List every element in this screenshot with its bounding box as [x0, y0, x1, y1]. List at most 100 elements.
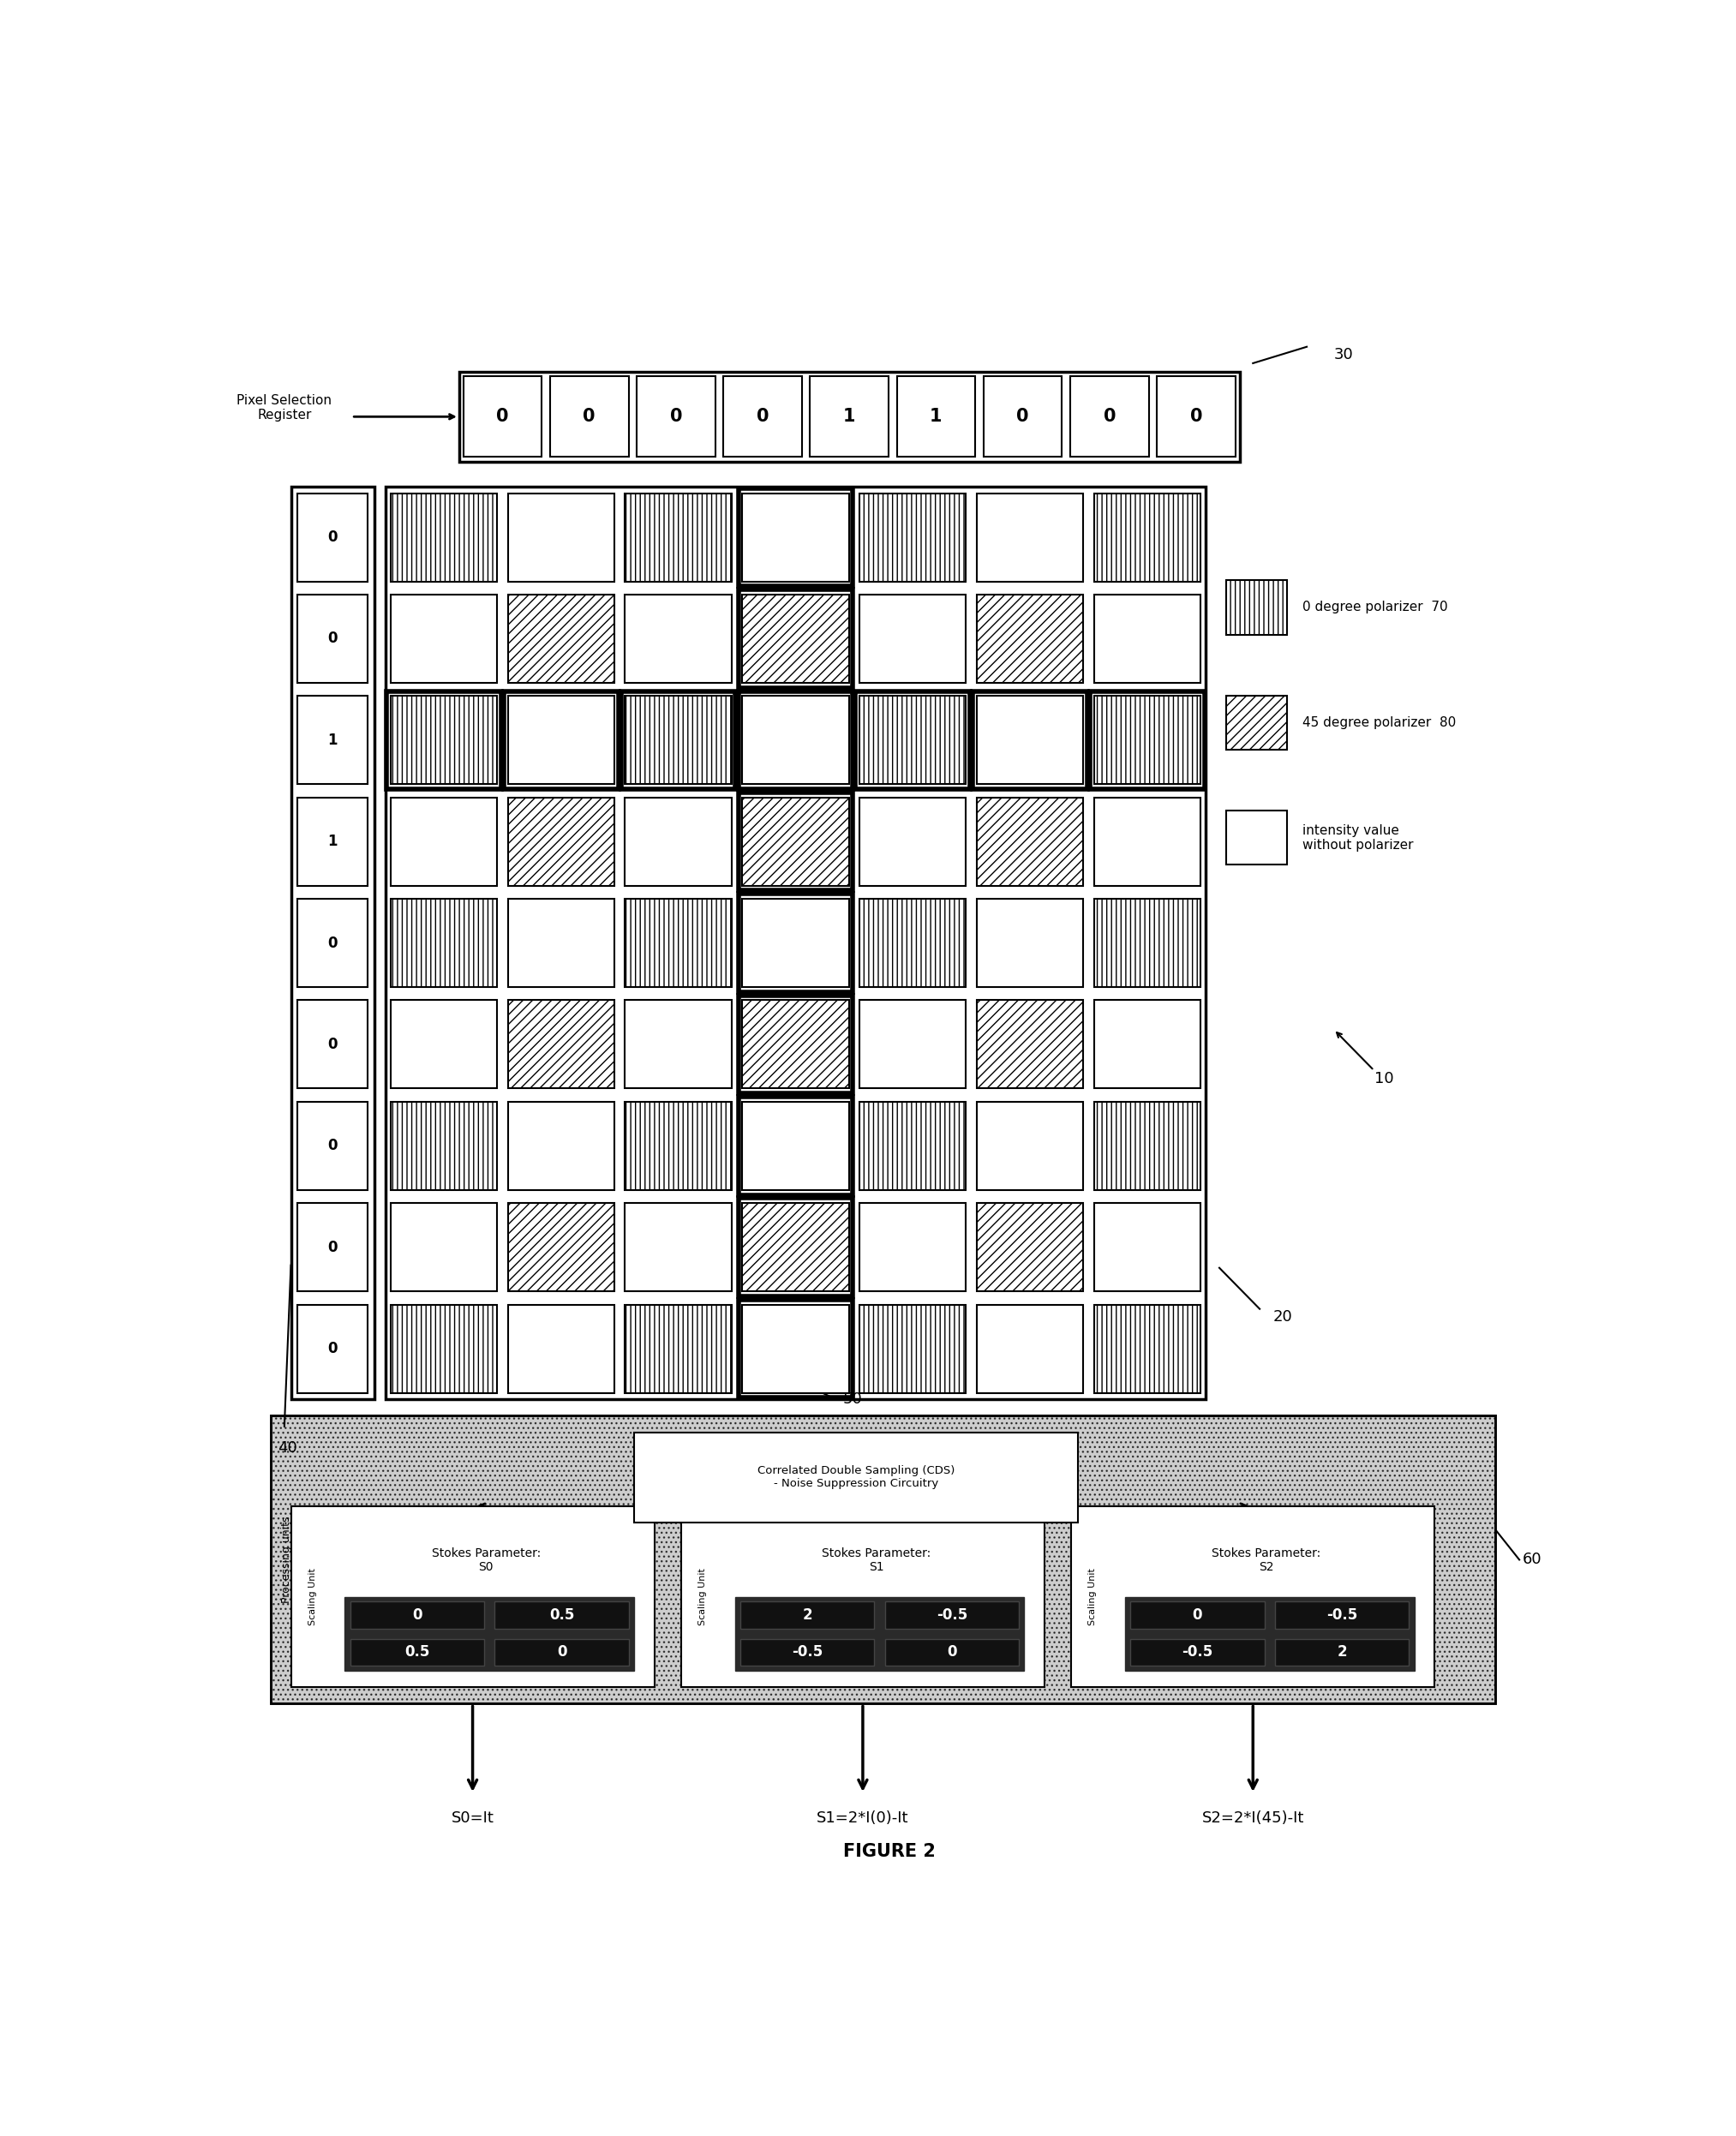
- FancyBboxPatch shape: [977, 594, 1083, 684]
- FancyBboxPatch shape: [509, 696, 615, 784]
- FancyBboxPatch shape: [1094, 696, 1201, 784]
- FancyBboxPatch shape: [724, 376, 802, 457]
- FancyBboxPatch shape: [1069, 376, 1149, 457]
- FancyBboxPatch shape: [385, 487, 1207, 1399]
- Text: 30: 30: [1333, 348, 1352, 363]
- FancyBboxPatch shape: [743, 1102, 849, 1190]
- Text: Stokes Parameter:
S2: Stokes Parameter: S2: [1212, 1546, 1321, 1574]
- FancyBboxPatch shape: [625, 899, 731, 987]
- FancyBboxPatch shape: [391, 797, 496, 886]
- FancyBboxPatch shape: [743, 1000, 849, 1089]
- FancyBboxPatch shape: [299, 899, 368, 987]
- FancyBboxPatch shape: [885, 1638, 1019, 1666]
- Text: 50: 50: [842, 1393, 863, 1408]
- Text: Processing units: Processing units: [281, 1517, 293, 1604]
- FancyBboxPatch shape: [509, 594, 615, 684]
- FancyBboxPatch shape: [299, 696, 368, 784]
- Text: 0: 0: [328, 1138, 337, 1153]
- FancyBboxPatch shape: [464, 376, 542, 457]
- FancyBboxPatch shape: [299, 1305, 368, 1393]
- Text: -0.5: -0.5: [1326, 1608, 1358, 1623]
- FancyBboxPatch shape: [391, 899, 496, 987]
- FancyBboxPatch shape: [743, 1203, 849, 1292]
- Text: Stokes Parameter:
S1: Stokes Parameter: S1: [821, 1546, 930, 1574]
- FancyBboxPatch shape: [898, 376, 976, 457]
- Text: 0: 0: [757, 408, 769, 425]
- FancyBboxPatch shape: [977, 899, 1083, 987]
- FancyBboxPatch shape: [634, 1433, 1078, 1523]
- FancyBboxPatch shape: [743, 1305, 849, 1393]
- Text: 0: 0: [1189, 408, 1203, 425]
- FancyBboxPatch shape: [977, 797, 1083, 886]
- FancyBboxPatch shape: [743, 594, 849, 684]
- FancyBboxPatch shape: [1156, 376, 1236, 457]
- Text: 60: 60: [1522, 1553, 1542, 1568]
- FancyBboxPatch shape: [1130, 1602, 1264, 1630]
- FancyBboxPatch shape: [743, 797, 849, 886]
- FancyBboxPatch shape: [345, 1598, 634, 1670]
- FancyBboxPatch shape: [625, 696, 731, 784]
- FancyBboxPatch shape: [859, 594, 965, 684]
- FancyBboxPatch shape: [299, 1102, 368, 1190]
- FancyBboxPatch shape: [391, 493, 496, 581]
- Text: 0: 0: [328, 936, 337, 951]
- FancyBboxPatch shape: [977, 493, 1083, 581]
- FancyBboxPatch shape: [625, 594, 731, 684]
- Text: 0: 0: [496, 408, 509, 425]
- FancyBboxPatch shape: [1094, 1102, 1201, 1190]
- FancyBboxPatch shape: [299, 493, 368, 581]
- FancyBboxPatch shape: [625, 1102, 731, 1190]
- FancyBboxPatch shape: [625, 1000, 731, 1089]
- FancyBboxPatch shape: [1130, 1638, 1264, 1666]
- FancyBboxPatch shape: [299, 1203, 368, 1292]
- FancyBboxPatch shape: [1094, 1000, 1201, 1089]
- FancyBboxPatch shape: [351, 1638, 484, 1666]
- Text: 0: 0: [328, 1036, 337, 1053]
- Text: 0.5: 0.5: [549, 1608, 575, 1623]
- Text: Scaling Unit: Scaling Unit: [309, 1568, 316, 1625]
- Text: 10: 10: [1375, 1070, 1394, 1087]
- Text: 0 degree polarizer  70: 0 degree polarizer 70: [1302, 600, 1448, 613]
- Text: 0: 0: [1104, 408, 1116, 425]
- FancyBboxPatch shape: [859, 493, 965, 581]
- FancyBboxPatch shape: [977, 1203, 1083, 1292]
- FancyBboxPatch shape: [734, 1598, 1024, 1670]
- FancyBboxPatch shape: [391, 696, 496, 784]
- Text: -0.5: -0.5: [792, 1645, 823, 1660]
- FancyBboxPatch shape: [1276, 1638, 1410, 1666]
- FancyBboxPatch shape: [458, 372, 1240, 461]
- Text: Pixel Selection
Register: Pixel Selection Register: [236, 393, 332, 421]
- FancyBboxPatch shape: [271, 1416, 1495, 1705]
- Text: 0: 0: [670, 408, 682, 425]
- FancyBboxPatch shape: [292, 1506, 654, 1687]
- Text: intensity value
without polarizer: intensity value without polarizer: [1302, 824, 1413, 852]
- FancyBboxPatch shape: [859, 696, 965, 784]
- FancyBboxPatch shape: [977, 696, 1083, 784]
- Text: 0.5: 0.5: [404, 1645, 431, 1660]
- Text: 0: 0: [328, 630, 337, 647]
- FancyBboxPatch shape: [509, 1305, 615, 1393]
- Text: -0.5: -0.5: [936, 1608, 967, 1623]
- Text: 0: 0: [1193, 1608, 1203, 1623]
- FancyBboxPatch shape: [1094, 493, 1201, 581]
- Text: S2=2*I(45)-It: S2=2*I(45)-It: [1201, 1811, 1304, 1826]
- FancyBboxPatch shape: [977, 1102, 1083, 1190]
- FancyBboxPatch shape: [977, 1305, 1083, 1393]
- Text: 1: 1: [844, 408, 856, 425]
- Text: Scaling Unit: Scaling Unit: [1088, 1568, 1097, 1625]
- Text: 0: 0: [328, 1341, 337, 1356]
- Text: -0.5: -0.5: [1182, 1645, 1213, 1660]
- Text: S1=2*I(0)-It: S1=2*I(0)-It: [816, 1811, 910, 1826]
- Text: 1: 1: [930, 408, 943, 425]
- Text: Stokes Parameter:
S0: Stokes Parameter: S0: [432, 1546, 540, 1574]
- FancyBboxPatch shape: [743, 493, 849, 581]
- FancyBboxPatch shape: [495, 1602, 628, 1630]
- FancyBboxPatch shape: [1125, 1598, 1415, 1670]
- Text: 0: 0: [948, 1645, 957, 1660]
- Text: 0: 0: [411, 1608, 422, 1623]
- FancyBboxPatch shape: [743, 899, 849, 987]
- FancyBboxPatch shape: [351, 1602, 484, 1630]
- FancyBboxPatch shape: [391, 1305, 496, 1393]
- FancyBboxPatch shape: [1226, 696, 1286, 750]
- Text: 0: 0: [328, 1239, 337, 1256]
